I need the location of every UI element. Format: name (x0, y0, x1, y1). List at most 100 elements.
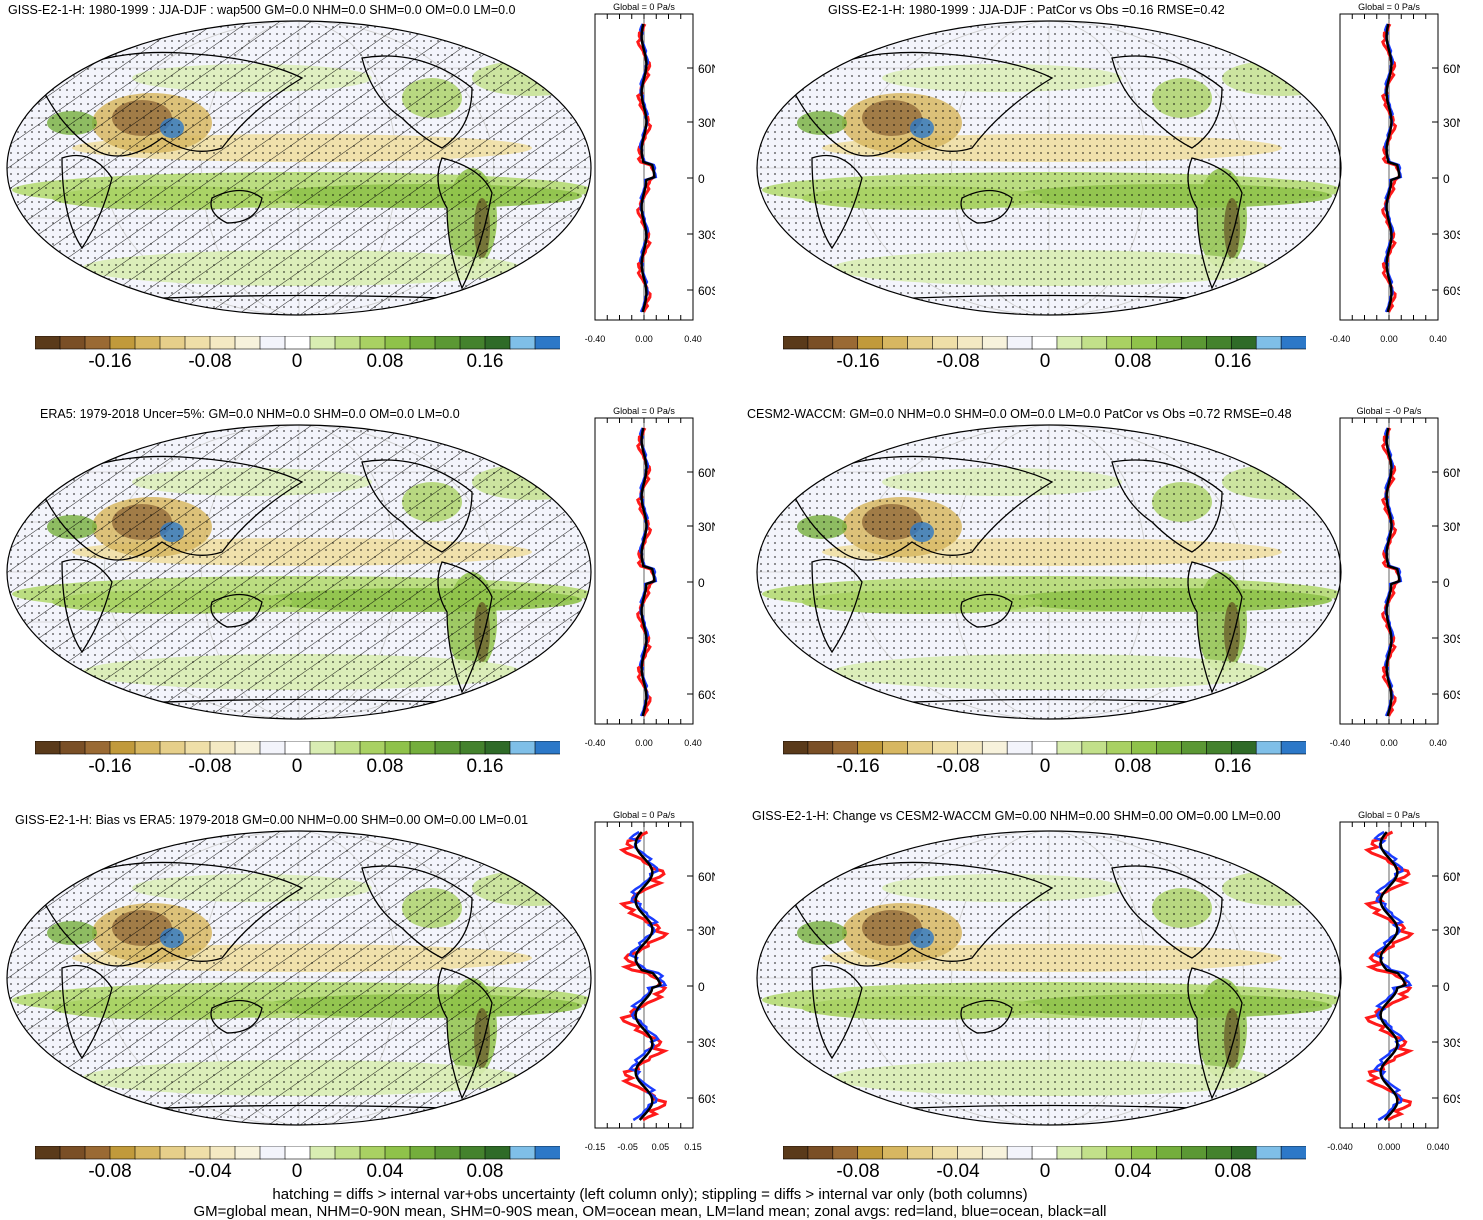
lat-tick-label: 30S (1443, 632, 1460, 646)
cbar-label: 0.08 (367, 756, 404, 778)
colorbar-swatch (485, 741, 511, 754)
profile-xtick-label: 0.00 (1380, 738, 1398, 748)
colorbar-swatch (310, 1146, 336, 1159)
colorbar-swatch (1107, 336, 1132, 349)
cbar-label: -0.08 (936, 351, 979, 373)
colorbar-swatch (833, 1146, 858, 1159)
colorbar-swatch (35, 336, 61, 349)
colorbar-swatch (460, 1146, 486, 1159)
colorbar-swatch (1281, 1146, 1306, 1159)
colorbar-swatch (1132, 336, 1157, 349)
colorbar-swatch (1082, 741, 1107, 754)
colorbar-swatch (883, 336, 908, 349)
colorbar-swatch (1206, 1146, 1231, 1159)
lat-tick-label: 0 (698, 576, 705, 590)
colorbar-swatch (185, 1146, 211, 1159)
colorbar-swatch (808, 741, 833, 754)
lat-tick-label: 60S (698, 1092, 715, 1106)
panel-2-map (752, 18, 1346, 318)
profile-xtick-label: 0.40 (1429, 334, 1447, 344)
colorbar-swatch (110, 741, 136, 754)
lat-tick-label: 30N (698, 116, 715, 130)
profile-xtick-label: 0.040 (1427, 1142, 1450, 1152)
colorbar-swatch (1032, 741, 1057, 754)
cbar-label: -0.08 (188, 351, 231, 373)
colorbar-swatch (335, 336, 361, 349)
colorbar-swatch (260, 1146, 286, 1159)
colorbar-swatch (1256, 741, 1281, 754)
lat-tick-label: 60N (1443, 62, 1460, 76)
lat-tick-label: 60N (698, 62, 715, 76)
colorbar-swatch (957, 336, 982, 349)
colorbar-swatch (932, 336, 957, 349)
colorbar-swatch (85, 741, 111, 754)
lat-tick-label: 30S (698, 632, 715, 646)
cbar-label: 0.04 (1115, 1161, 1152, 1183)
colorbar-swatch (932, 1146, 957, 1159)
panel-1-zonal-profile: Global = 0 Pa/s60N30N030S60S-0.400.000.4… (575, 0, 715, 350)
colorbar-swatch (1281, 336, 1306, 349)
colorbar-swatch (260, 741, 286, 754)
panel-4-zonal-profile: Global = -0 Pa/s60N30N030S60S-0.400.000.… (1320, 404, 1460, 754)
colorbar-swatch (160, 1146, 186, 1159)
lat-tick-label: 30N (698, 520, 715, 534)
colorbar-swatch (1007, 336, 1032, 349)
colorbar-swatch (410, 336, 436, 349)
profile-xtick-label: 0.15 (684, 1142, 702, 1152)
colorbar-swatch (858, 741, 883, 754)
colorbar-swatch (185, 336, 211, 349)
lat-tick-label: 30S (1443, 228, 1460, 242)
panel-1-title: GISS-E2-1-H: 1980-1999 : JJA-DJF : wap50… (8, 3, 516, 17)
profile-header: Global = 0 Pa/s (1358, 810, 1420, 820)
profile-xtick-label: 0.40 (684, 738, 702, 748)
colorbar-swatch (535, 336, 560, 349)
lat-tick-label: 30N (698, 924, 715, 938)
cbar-label: 0.04 (367, 1161, 404, 1183)
colorbar-swatch (485, 336, 511, 349)
panel-4-title: CESM2-WACCM: GM=0.0 NHM=0.0 SHM=0.0 OM=0… (747, 407, 1292, 421)
colorbar-swatch (435, 1146, 461, 1159)
cbar-label: 0.16 (467, 351, 504, 373)
lat-tick-label: 60S (1443, 284, 1460, 298)
cbar-label: -0.16 (88, 351, 131, 373)
colorbar-swatch (285, 336, 311, 349)
cbar-label: 0.16 (467, 756, 504, 778)
colorbar-swatch (260, 336, 286, 349)
colorbar-swatch (410, 741, 436, 754)
colorbar-swatch (1057, 741, 1082, 754)
profile-xtick-label: 0.00 (1380, 334, 1398, 344)
lat-tick-label: 60S (698, 688, 715, 702)
lat-tick-label: 0 (698, 172, 705, 186)
lat-tick-label: 0 (1443, 980, 1450, 994)
colorbar-swatch (833, 741, 858, 754)
profile-xtick-label: 0.00 (635, 738, 653, 748)
colorbar-swatch (460, 336, 486, 349)
cbar-label: -0.16 (836, 351, 879, 373)
colorbar-swatch (833, 336, 858, 349)
colorbar-swatch (1157, 741, 1182, 754)
colorbar-swatch (235, 741, 261, 754)
panel-6-colorbar-labels: -0.08 -0.04 0 0.04 0.08 (783, 1161, 1306, 1183)
footer-line-1: hatching = diffs > internal var+obs unce… (0, 1186, 1300, 1203)
panel-4-colorbar (783, 741, 1306, 755)
lat-tick-label: 30S (698, 228, 715, 242)
lat-tick-label: 0 (1443, 172, 1450, 186)
colorbar-swatch (1206, 336, 1231, 349)
colorbar-swatch (783, 741, 808, 754)
profile-xtick-label: -0.40 (585, 334, 606, 344)
cbar-label: 0 (292, 351, 303, 373)
colorbar-swatch (60, 741, 86, 754)
panel-5-colorbar (35, 1146, 560, 1160)
colorbar-swatch (210, 336, 236, 349)
colorbar-swatch (110, 336, 136, 349)
colorbar-swatch (1082, 336, 1107, 349)
colorbar-swatch (1007, 741, 1032, 754)
colorbar-swatch (460, 741, 486, 754)
cbar-label: -0.08 (88, 1161, 131, 1183)
profile-xtick-label: 0.40 (684, 334, 702, 344)
profile-xtick-label: -0.40 (585, 738, 606, 748)
colorbar-swatch (85, 1146, 111, 1159)
colorbar-swatch (1057, 336, 1082, 349)
lat-tick-label: 30S (1443, 1036, 1460, 1050)
panel-1-map (2, 18, 596, 318)
